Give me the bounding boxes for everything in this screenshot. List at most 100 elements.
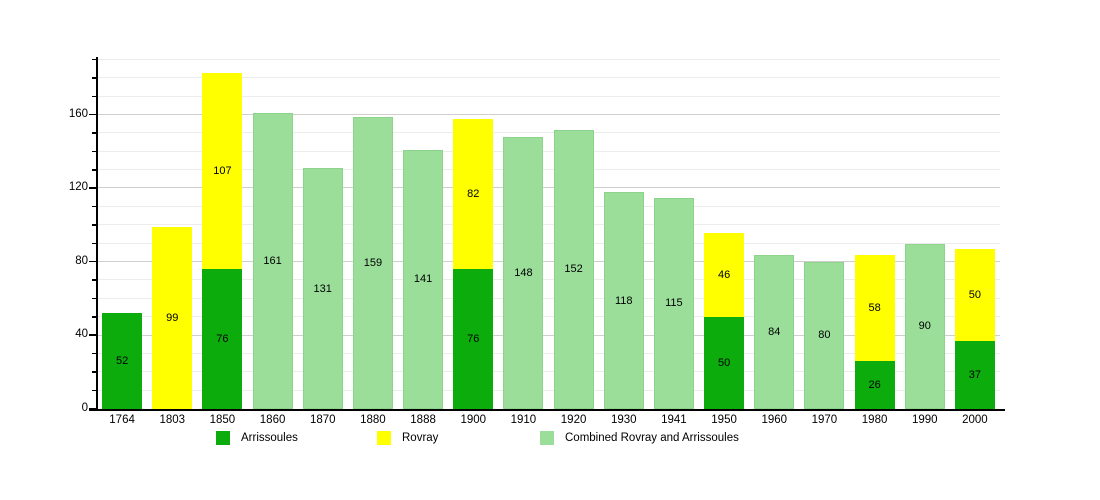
bar-value-label: 58 (868, 301, 881, 314)
bar-segment-arrissoules: 37 (954, 341, 995, 409)
y-axis-tick-label: 120 (68, 181, 88, 194)
bar-value-label: 148 (514, 267, 533, 280)
x-axis-line (89, 409, 1005, 411)
y-minor-tick (92, 95, 97, 98)
y-axis-tick-label: 160 (68, 107, 88, 120)
x-axis-tick-label: 1880 (360, 414, 386, 426)
y-minor-tick (92, 389, 97, 392)
bar-slot: 76 82 (448, 58, 498, 409)
bar-slot: 161 (248, 58, 298, 409)
x-axis-tick-label: 1860 (259, 414, 286, 426)
y-minor-tick (92, 169, 97, 171)
bar-slot: 90 (900, 58, 950, 409)
bar-segment-arrissoules: 26 (854, 361, 895, 409)
bar-segment-arrissoules: 76 (453, 269, 494, 409)
bar-value-label: 52 (115, 355, 129, 368)
x-axis-tick-label: 1850 (209, 414, 236, 426)
bar-slot: 152 (549, 58, 599, 409)
legend-item-arrissoules: Arrissoules (216, 431, 298, 445)
y-minor-tick (92, 242, 97, 245)
bar-value-label: 50 (968, 289, 982, 302)
x-axis-tick-label: 1980 (861, 414, 888, 426)
y-major-tick (89, 187, 97, 189)
y-axis-tick-label: 80 (75, 254, 88, 267)
bar-value-label: 26 (868, 379, 881, 392)
major-gridline (97, 187, 1000, 189)
minor-gridline (97, 132, 1000, 134)
bar-segment-combined-rovray-and-arrissoules: 115 (653, 197, 694, 409)
x-axis-tick-label: 1910 (510, 414, 537, 426)
y-minor-tick (92, 205, 97, 208)
y-minor-tick (92, 77, 97, 79)
bar-slot: 52 (97, 58, 147, 409)
bar-value-label: 118 (614, 294, 633, 307)
bar-value-label: 99 (166, 312, 179, 325)
y-minor-tick (92, 132, 97, 134)
minor-gridline (97, 58, 1000, 60)
bar-slot: 159 (348, 58, 398, 409)
minor-gridline (97, 371, 1000, 373)
bar-value-label: 76 (467, 333, 480, 346)
x-axis-tick-label: 1960 (761, 414, 788, 426)
x-axis-tick-label: 1870 (309, 414, 336, 426)
plot-area: 52 99 76 107 161 131 159 141 76 82 148 152 118 115 50 4… (97, 58, 1000, 409)
minor-gridline (97, 279, 1000, 281)
bar-slot: 131 (298, 58, 348, 409)
minor-gridline (97, 389, 1000, 391)
bar-value-label: 76 (216, 333, 229, 346)
major-gridline (97, 334, 1000, 336)
legend-label-combined: Combined Rovray and Arrissoules (565, 432, 739, 444)
minor-gridline (97, 297, 1000, 299)
y-major-tick (89, 408, 97, 410)
minor-gridline (97, 77, 1000, 79)
y-axis-tick-label: 40 (75, 328, 88, 341)
bar-segment-rovray: 46 (704, 232, 745, 318)
bar-value-label: 82 (467, 188, 480, 200)
y-minor-tick (92, 352, 97, 355)
legend-label-arrissoules: Arrissoules (241, 432, 298, 444)
minor-gridline (97, 352, 1000, 354)
x-axis-tick-label: 1888 (410, 414, 436, 426)
bar-slot: 99 (147, 58, 197, 409)
minor-gridline (97, 316, 1000, 318)
bar-segment-combined-rovray-and-arrissoules: 84 (754, 254, 795, 409)
bar-slot: 118 (599, 58, 649, 409)
x-axis-tick-label: 1930 (610, 414, 637, 426)
bar-segment-combined-rovray-and-arrissoules: 161 (252, 113, 293, 409)
y-minor-tick (92, 316, 97, 318)
y-minor-tick (92, 150, 97, 153)
bar-value-label: 161 (263, 255, 282, 268)
bar-slot: 148 (498, 58, 548, 409)
minor-gridline (97, 95, 1000, 97)
x-axis-tick-label: 1950 (711, 414, 737, 426)
y-major-tick (89, 260, 97, 263)
y-minor-tick (92, 297, 97, 300)
y-axis-line (96, 57, 98, 410)
minor-gridline (97, 242, 1000, 244)
bar-slot: 26 58 (850, 58, 900, 409)
major-gridline (97, 113, 1000, 115)
bar-segment-combined-rovray-and-arrissoules: 131 (302, 168, 343, 409)
x-axis-tick-label: 1970 (811, 414, 838, 426)
y-major-tick (89, 113, 97, 116)
bar-slot: 76 107 (197, 58, 247, 409)
x-axis-tick-label: 1990 (911, 414, 938, 426)
y-axis-tick-label: 0 (81, 402, 88, 414)
bar-segment-rovray: 50 (954, 249, 995, 342)
rovray-swatch (377, 431, 391, 445)
bar-segment-arrissoules: 52 (102, 313, 143, 409)
bar-value-label: 115 (665, 297, 683, 310)
bar-segment-arrissoules: 50 (704, 317, 745, 409)
bar-slot: 141 (398, 58, 448, 409)
bar-value-label: 84 (768, 325, 781, 338)
bar-value-label: 46 (717, 268, 731, 281)
bar-segment-rovray: 82 (453, 118, 494, 270)
bar-value-label: 107 (213, 165, 232, 178)
bar-value-label: 90 (918, 320, 931, 333)
x-axis-tick-label: 2000 (962, 414, 988, 426)
y-major-tick (89, 334, 97, 336)
minor-gridline (97, 169, 1000, 171)
bar-segment-combined-rovray-and-arrissoules: 141 (403, 149, 444, 409)
bar-value-label: 131 (313, 282, 332, 295)
